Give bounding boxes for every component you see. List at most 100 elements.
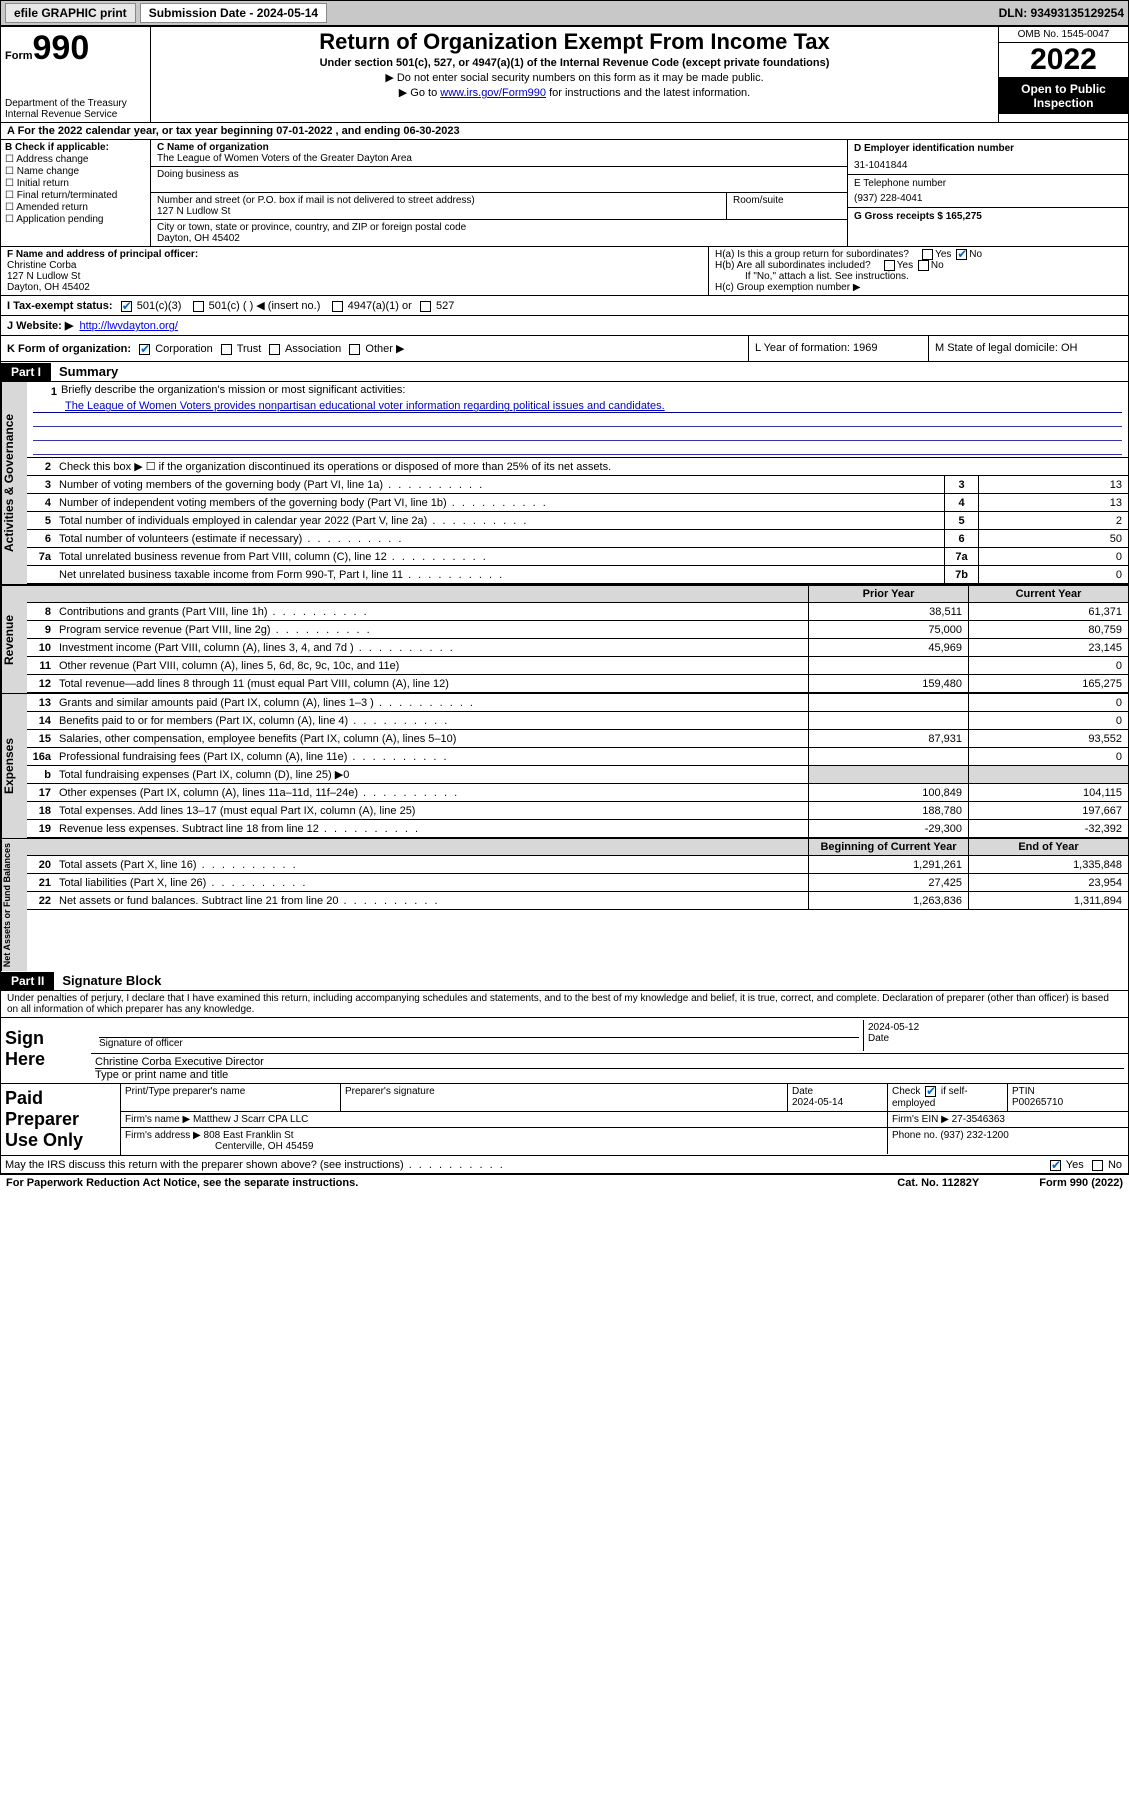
- chk-pending[interactable]: ☐ Application pending: [5, 214, 146, 225]
- chk-amended[interactable]: ☐ Amended return: [5, 202, 146, 213]
- chk-527[interactable]: [420, 301, 431, 312]
- l16a: Professional fundraising fees (Part IX, …: [55, 749, 808, 765]
- b-label: B Check if applicable:: [5, 142, 109, 153]
- v4: 13: [978, 494, 1128, 511]
- paid-preparer-label: Paid Preparer Use Only: [1, 1084, 121, 1155]
- firm-ein: 27-3546363: [952, 1114, 1005, 1125]
- l16b: Total fundraising expenses (Part IX, col…: [55, 766, 808, 783]
- ha-row: H(a) Is this a group return for subordin…: [715, 249, 1122, 260]
- row-k-lm: K Form of organization: Corporation Trus…: [1, 336, 1128, 362]
- chk-501c3[interactable]: [121, 301, 132, 312]
- self-employed: Check if self-employed: [888, 1084, 1008, 1110]
- row-i-tax-status: I Tax-exempt status: 501(c)(3) 501(c) ( …: [1, 296, 1128, 316]
- omb-number: OMB No. 1545-0047: [999, 27, 1128, 43]
- part1-label: Part I: [1, 363, 51, 381]
- form-subtitle: Under section 501(c), 527, or 4947(a)(1)…: [155, 57, 994, 69]
- date-label: Date: [868, 1033, 1120, 1044]
- v3: 13: [978, 476, 1128, 493]
- discuss-no[interactable]: [1092, 1160, 1103, 1171]
- website-link[interactable]: http://lwvdayton.org/: [79, 320, 177, 332]
- chk-self-employed[interactable]: [925, 1086, 936, 1097]
- hb-no[interactable]: [918, 260, 929, 271]
- chk-501c[interactable]: [193, 301, 204, 312]
- ha-yes[interactable]: [922, 249, 933, 260]
- perjury-declaration: Under penalties of perjury, I declare th…: [1, 991, 1128, 1018]
- officer-name: Christine Corba: [7, 260, 702, 271]
- efile-button[interactable]: efile GRAPHIC print: [5, 3, 136, 23]
- chk-name[interactable]: ☐ Name change: [5, 166, 146, 177]
- v5: 2: [978, 512, 1128, 529]
- part1-header: Part I Summary: [1, 362, 1128, 382]
- pra-notice: For Paperwork Reduction Act Notice, see …: [6, 1177, 897, 1189]
- dba-label: Doing business as: [157, 169, 841, 180]
- hb-row: H(b) Are all subordinates included? Yes …: [715, 260, 1122, 271]
- l1-label: Briefly describe the organization's miss…: [61, 384, 405, 400]
- topbar: efile GRAPHIC print Submission Date - 20…: [0, 0, 1129, 26]
- prep-date: 2024-05-14: [792, 1097, 843, 1108]
- irs-link[interactable]: www.irs.gov/Form990: [440, 87, 546, 99]
- l20: Total assets (Part X, line 16): [55, 857, 808, 873]
- l10: Investment income (Part VIII, column (A)…: [55, 640, 808, 656]
- chk-other[interactable]: [349, 344, 360, 355]
- l22: Net assets or fund balances. Subtract li…: [55, 893, 808, 909]
- row-j-website: J Website: ▶ http://lwvdayton.org/: [1, 316, 1128, 336]
- side-gov: Activities & Governance: [1, 382, 27, 584]
- chk-address[interactable]: ☐ Address change: [5, 154, 146, 165]
- form-word: Form: [5, 50, 33, 62]
- officer-name-title: Christine Corba Executive Director: [95, 1056, 264, 1068]
- l19: Revenue less expenses. Subtract line 18 …: [55, 821, 808, 837]
- l11: Other revenue (Part VIII, column (A), li…: [55, 658, 808, 674]
- form-title-block: Return of Organization Exempt From Incom…: [151, 27, 998, 122]
- chk-corp[interactable]: [139, 344, 150, 355]
- chk-trust[interactable]: [221, 344, 232, 355]
- discuss-yes[interactable]: [1050, 1160, 1061, 1171]
- ha-no[interactable]: [956, 249, 967, 260]
- mission-text[interactable]: The League of Women Voters provides nonp…: [65, 400, 665, 412]
- l13: Grants and similar amounts paid (Part IX…: [55, 695, 808, 711]
- side-rev: Revenue: [1, 586, 27, 693]
- col-c-orginfo: C Name of organization The League of Wom…: [151, 140, 848, 246]
- dept-treasury: Department of the Treasury: [5, 98, 146, 109]
- addr-label: Number and street (or P.O. box if mail i…: [157, 195, 720, 206]
- name-title-label: Type or print name and title: [95, 1069, 1124, 1081]
- chk-assoc[interactable]: [269, 344, 280, 355]
- net-assets-section: Net Assets or Fund Balances Beginning of…: [1, 838, 1128, 971]
- page-footer: For Paperwork Reduction Act Notice, see …: [0, 1175, 1129, 1191]
- form-id-block: Form990 Department of the Treasury Inter…: [1, 27, 151, 122]
- tax-year: 2022: [999, 43, 1128, 78]
- discuss-row: May the IRS discuss this return with the…: [1, 1156, 1128, 1174]
- chk-4947[interactable]: [332, 301, 343, 312]
- part1-title: Summary: [51, 362, 126, 381]
- city-label: City or town, state or province, country…: [157, 222, 841, 233]
- l18: Total expenses. Add lines 13–17 (must eq…: [55, 803, 808, 819]
- ein-label: D Employer identification number: [854, 143, 1122, 154]
- gross-receipts: G Gross receipts $ 165,275: [848, 208, 1128, 225]
- l2: Check this box ▶ ☐ if the organization d…: [55, 458, 1128, 475]
- ssn-note: ▶ Do not enter social security numbers o…: [155, 71, 994, 84]
- firm-name: Matthew J Scarr CPA LLC: [193, 1114, 308, 1125]
- hdr-end: End of Year: [968, 839, 1128, 855]
- chk-initial[interactable]: ☐ Initial return: [5, 178, 146, 189]
- prep-sig-label: Preparer's signature: [341, 1084, 788, 1110]
- city-state-zip: Dayton, OH 45402: [157, 233, 841, 244]
- part2-header: Part II Signature Block: [1, 971, 1128, 991]
- form-title: Return of Organization Exempt From Incom…: [155, 29, 994, 55]
- part2-title: Signature Block: [54, 971, 169, 990]
- v7a: 0: [978, 548, 1128, 565]
- chk-final[interactable]: ☐ Final return/terminated: [5, 190, 146, 201]
- row-a-taxyear: A For the 2022 calendar year, or tax yea…: [1, 123, 1128, 140]
- hb-yes[interactable]: [884, 260, 895, 271]
- firm-addr1: 808 East Franklin St: [204, 1130, 294, 1141]
- hdr-beg: Beginning of Current Year: [808, 839, 968, 855]
- paid-preparer-block: Paid Preparer Use Only Print/Type prepar…: [1, 1084, 1128, 1156]
- col-b-checkboxes: B Check if applicable: ☐ Address change …: [1, 140, 151, 246]
- hdr-prior: Prior Year: [808, 586, 968, 602]
- expenses-section: Expenses 13Grants and similar amounts pa…: [1, 693, 1128, 838]
- revenue-section: Revenue Prior YearCurrent Year 8Contribu…: [1, 584, 1128, 693]
- l15: Salaries, other compensation, employee b…: [55, 731, 808, 747]
- cat-no: Cat. No. 11282Y: [897, 1177, 979, 1189]
- l7b: Net unrelated business taxable income fr…: [55, 567, 944, 583]
- l21: Total liabilities (Part X, line 26): [55, 875, 808, 891]
- hb-note: If "No," attach a list. See instructions…: [715, 271, 1122, 282]
- firm-phone: (937) 232-1200: [940, 1130, 1008, 1141]
